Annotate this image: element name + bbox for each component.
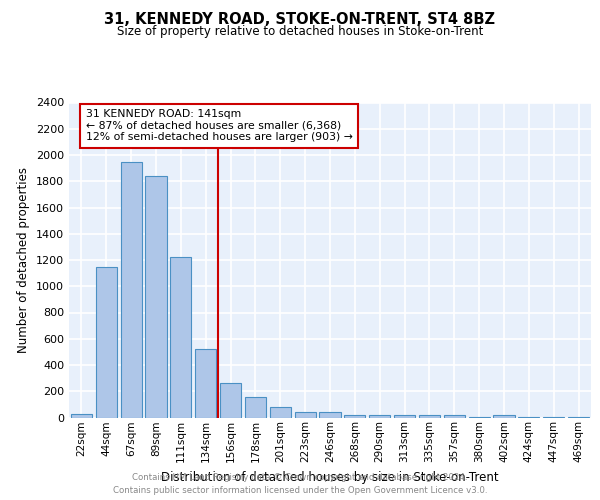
- Bar: [369, 414, 390, 418]
- Bar: [295, 412, 316, 418]
- Bar: [195, 349, 216, 418]
- Text: Size of property relative to detached houses in Stoke-on-Trent: Size of property relative to detached ho…: [117, 25, 483, 38]
- Bar: [145, 176, 167, 418]
- Bar: [344, 415, 365, 418]
- Bar: [568, 417, 589, 418]
- Text: 31 KENNEDY ROAD: 141sqm
← 87% of detached houses are smaller (6,368)
12% of semi: 31 KENNEDY ROAD: 141sqm ← 87% of detache…: [86, 109, 353, 142]
- Bar: [469, 417, 490, 418]
- Bar: [419, 415, 440, 418]
- Bar: [121, 162, 142, 418]
- Bar: [543, 417, 564, 418]
- Bar: [493, 414, 515, 418]
- Bar: [319, 412, 341, 418]
- Bar: [270, 407, 291, 418]
- Bar: [444, 415, 465, 418]
- Bar: [96, 266, 117, 418]
- Bar: [71, 414, 92, 418]
- Text: Contains HM Land Registry data © Crown copyright and database right 2024.
Contai: Contains HM Land Registry data © Crown c…: [113, 474, 487, 495]
- Bar: [170, 258, 191, 418]
- Bar: [245, 397, 266, 417]
- Bar: [394, 415, 415, 418]
- Bar: [220, 382, 241, 418]
- Text: 31, KENNEDY ROAD, STOKE-ON-TRENT, ST4 8BZ: 31, KENNEDY ROAD, STOKE-ON-TRENT, ST4 8B…: [104, 12, 496, 28]
- X-axis label: Distribution of detached houses by size in Stoke-on-Trent: Distribution of detached houses by size …: [161, 470, 499, 484]
- Y-axis label: Number of detached properties: Number of detached properties: [17, 167, 31, 353]
- Bar: [518, 417, 539, 418]
